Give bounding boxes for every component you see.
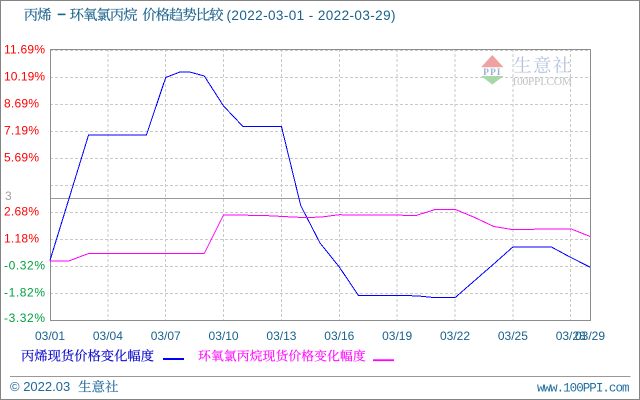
svg-text:03/07: 03/07 xyxy=(151,329,181,343)
svg-text:2.68%: 2.68% xyxy=(4,204,39,218)
svg-text:10.19%: 10.19% xyxy=(4,69,45,83)
svg-text:3: 3 xyxy=(5,189,12,203)
svg-text:03/22: 03/22 xyxy=(440,329,470,343)
svg-text:03/25: 03/25 xyxy=(498,329,528,343)
svg-text:03/13: 03/13 xyxy=(266,329,296,343)
svg-text:03/19: 03/19 xyxy=(382,329,412,343)
svg-text:-0.32%: -0.32% xyxy=(4,258,45,272)
svg-text:(2022-03-01 - 2022-03-29): (2022-03-01 - 2022-03-29) xyxy=(227,8,396,23)
svg-text:03/29: 03/29 xyxy=(575,329,605,343)
svg-text:PPI: PPI xyxy=(483,68,501,78)
svg-text:03/01: 03/01 xyxy=(35,329,65,343)
svg-text:03/10: 03/10 xyxy=(209,329,239,343)
svg-text:1.18%: 1.18% xyxy=(4,231,39,245)
svg-text:-1.82%: -1.82% xyxy=(4,285,45,299)
svg-text:11.69%: 11.69% xyxy=(4,42,45,56)
svg-text:03/16: 03/16 xyxy=(324,329,354,343)
svg-text:5.69%: 5.69% xyxy=(4,150,39,164)
svg-text:100PPI.COM: 100PPI.COM xyxy=(512,76,573,88)
svg-text:www.100PPI.com: www.100PPI.com xyxy=(537,382,630,396)
svg-text:-3.32%: -3.32% xyxy=(4,311,45,325)
svg-text:03/04: 03/04 xyxy=(93,329,123,343)
svg-text:03/28: 03/28 xyxy=(556,329,586,343)
svg-text:8.69%: 8.69% xyxy=(4,96,39,110)
svg-text:7.19%: 7.19% xyxy=(4,123,39,137)
svg-text:© 2022.03: © 2022.03 xyxy=(10,379,70,394)
